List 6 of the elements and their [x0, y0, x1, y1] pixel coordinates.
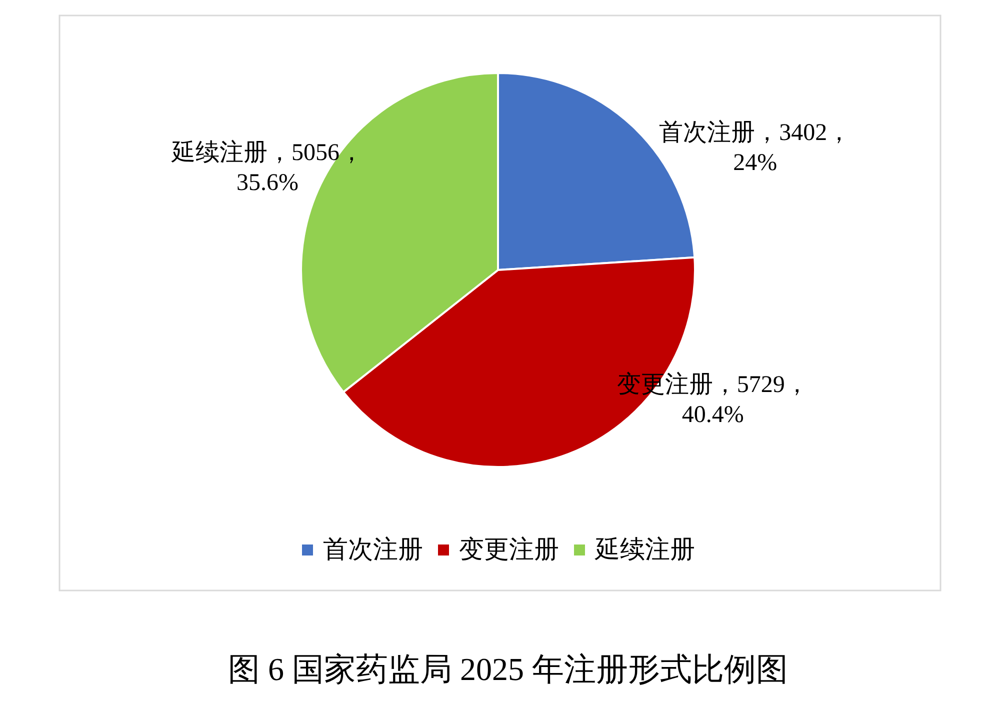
- legend-label: 首次注册: [323, 536, 423, 564]
- text: 图 6 国家药监局 2025 年注册形式比例图: [228, 651, 788, 687]
- data-label: 延续注册，5056， 35.6%: [170, 138, 364, 196]
- legend-label: 延续注册: [594, 536, 695, 564]
- data-label: 首次注册，3402， 24%: [659, 118, 852, 176]
- legend-label: 变更注册: [459, 536, 559, 564]
